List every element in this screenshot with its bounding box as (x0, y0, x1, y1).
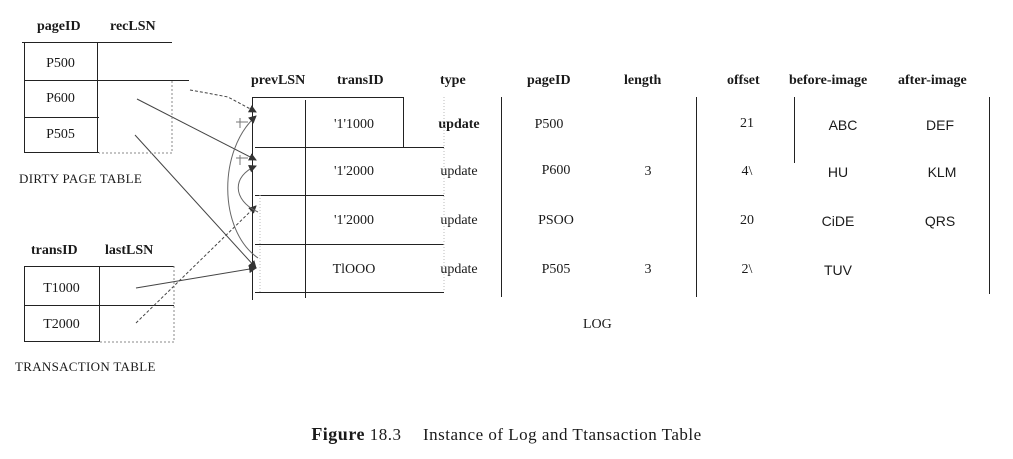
tt-dashed-border (99, 266, 175, 343)
log-header-prevlsn: prevLSN (251, 73, 306, 88)
log-cell-type: update (440, 262, 478, 277)
log-header-length: length (624, 73, 662, 88)
tt-row-line-1 (24, 305, 174, 306)
log-cell-before-image: HU (827, 164, 849, 180)
tt-row-transid: T2000 (43, 317, 80, 332)
reclsn-arrow-p505 (134, 134, 257, 269)
log-rule (252, 97, 253, 300)
log-header-transid: transID (337, 73, 384, 88)
log-cell-after-image: QRS (924, 213, 956, 229)
log-header-before-image: before-image (789, 73, 868, 88)
tt-header-lastlsn: lastLSN (105, 243, 154, 258)
log-cell-before-image: ABC (828, 117, 858, 133)
log-rule (255, 244, 444, 245)
dpt-top-line (22, 42, 172, 43)
dpt-header-pageid: pageID (37, 19, 81, 34)
log-rule (305, 100, 306, 298)
log-header-after-image: after-image (898, 73, 967, 88)
log-cell-transid: '1'2000 (333, 164, 375, 179)
log-cell-type: update (438, 117, 480, 132)
log-header-offset: offset (727, 73, 760, 88)
lastlsn-arrow-t1000 (135, 265, 257, 289)
tt-mid-line (99, 266, 100, 342)
log-rule (252, 97, 404, 98)
dpt-dashed-border (99, 81, 173, 154)
log-cell-transid: '1'2000 (333, 213, 375, 228)
log-cell-transid: '1'1000 (333, 117, 375, 132)
log-cell-pageid: P505 (541, 262, 571, 277)
log-rule (255, 292, 444, 293)
log-header-pageid: pageID (527, 73, 571, 88)
dpt-label: DIRTY PAGE TABLE (19, 171, 143, 186)
log-label: LOG (583, 317, 612, 332)
log-rule (794, 97, 795, 163)
log-cell-offset: 2\ (741, 262, 753, 277)
log-cell-pageid: P500 (534, 117, 564, 132)
log-cell-pageid: P600 (541, 163, 571, 178)
log-cell-length: 3 (644, 262, 652, 277)
log-cell-transid: TlOOO (332, 262, 376, 277)
log-rule (501, 97, 502, 297)
log-cell-after-image: DEF (926, 117, 954, 133)
dpt-row-pageid: P500 (46, 56, 75, 71)
log-rule (255, 195, 444, 196)
dpt-row-line-3 (24, 152, 99, 153)
caption-number: 18.3 (369, 425, 402, 444)
log-rule (403, 97, 404, 147)
log-cell-length: 3 (644, 164, 652, 179)
log-header-type: type (440, 73, 466, 88)
dpt-left-line (24, 43, 25, 153)
lastlsn-arrow-t2000 (135, 205, 257, 324)
caption-figure-word: Figure (311, 424, 365, 444)
log-dotted-border (259, 97, 445, 292)
log-cell-offset: 21 (740, 116, 754, 131)
figure-caption: Figure 18.3 Instance of Log and Ttansact… (0, 424, 1013, 445)
reclsn-arrow-p500 (189, 89, 257, 113)
log-cell-after-image: KLM (927, 164, 957, 180)
log-cell-offset: 20 (740, 213, 754, 228)
caption-text: Instance of Log and Ttansaction Table (422, 425, 702, 444)
log-rule (989, 97, 990, 294)
tt-header-transid: transID (31, 243, 78, 258)
log-cell-before-image: TUV (824, 262, 852, 278)
dpt-row-pageid: P505 (46, 127, 75, 142)
prevlsn-tick (236, 118, 248, 165)
tt-row-line-2 (24, 341, 99, 342)
dpt-mid-line (97, 43, 98, 153)
log-rule (696, 97, 697, 297)
prevlsn-chain-arrow (227, 115, 259, 259)
tt-label: TRANSACTION TABLE (15, 359, 156, 374)
log-rule (255, 147, 444, 148)
dpt-row-line-1 (24, 80, 189, 81)
tt-left-line (24, 266, 25, 342)
log-cell-offset: 4\ (741, 164, 753, 179)
log-cell-pageid: PSOO (538, 213, 574, 228)
reclsn-arrow-p600 (136, 98, 257, 161)
dpt-row-pageid: P600 (46, 91, 75, 106)
log-cell-type: update (440, 213, 478, 228)
log-cell-before-image: CiDE (821, 213, 855, 229)
log-cell-type: update (440, 164, 478, 179)
tt-row-transid: T1000 (43, 281, 80, 296)
dpt-header-reclsn: recLSN (110, 19, 156, 34)
prevlsn-chain-arrow (237, 165, 259, 213)
dpt-row-line-2 (24, 117, 99, 118)
